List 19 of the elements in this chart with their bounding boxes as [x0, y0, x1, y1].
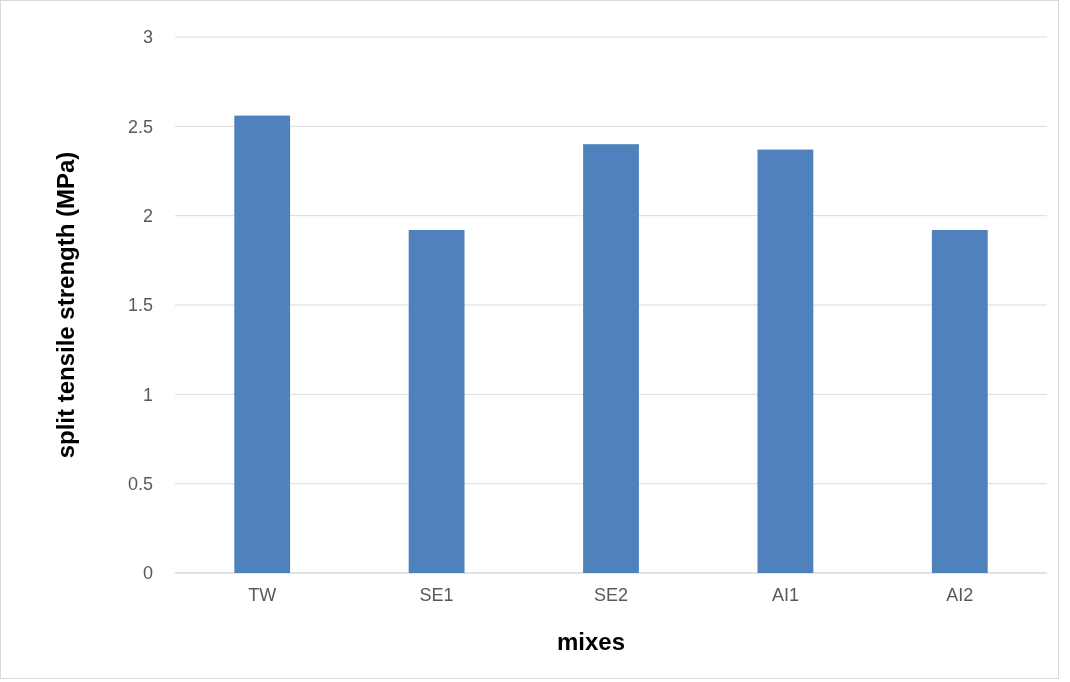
- x-tick-label: SE2: [593, 585, 629, 605]
- y-tick-label: 1: [142, 384, 153, 405]
- y-tick-label: 1.5: [127, 295, 153, 316]
- bar: [408, 229, 465, 573]
- y-tick-label: 0.5: [127, 473, 153, 494]
- y-tick-label: 3: [142, 27, 153, 48]
- x-tick-label: AI2: [946, 585, 974, 605]
- x-tick-label: TW: [248, 585, 277, 605]
- bar: [931, 229, 988, 573]
- y-tick-label: 2.5: [127, 116, 153, 137]
- y-tick-label: 0: [142, 563, 153, 584]
- x-tick-label: SE1: [419, 585, 454, 605]
- y-axis-title: split tensile strength (MPa): [52, 151, 79, 459]
- x-axis-title: mixes: [556, 628, 626, 655]
- bar: [583, 144, 639, 573]
- y-tick-label: 2: [142, 205, 153, 226]
- x-tick-label: AI1: [771, 585, 799, 605]
- bar: [234, 115, 291, 573]
- bar: [757, 149, 814, 573]
